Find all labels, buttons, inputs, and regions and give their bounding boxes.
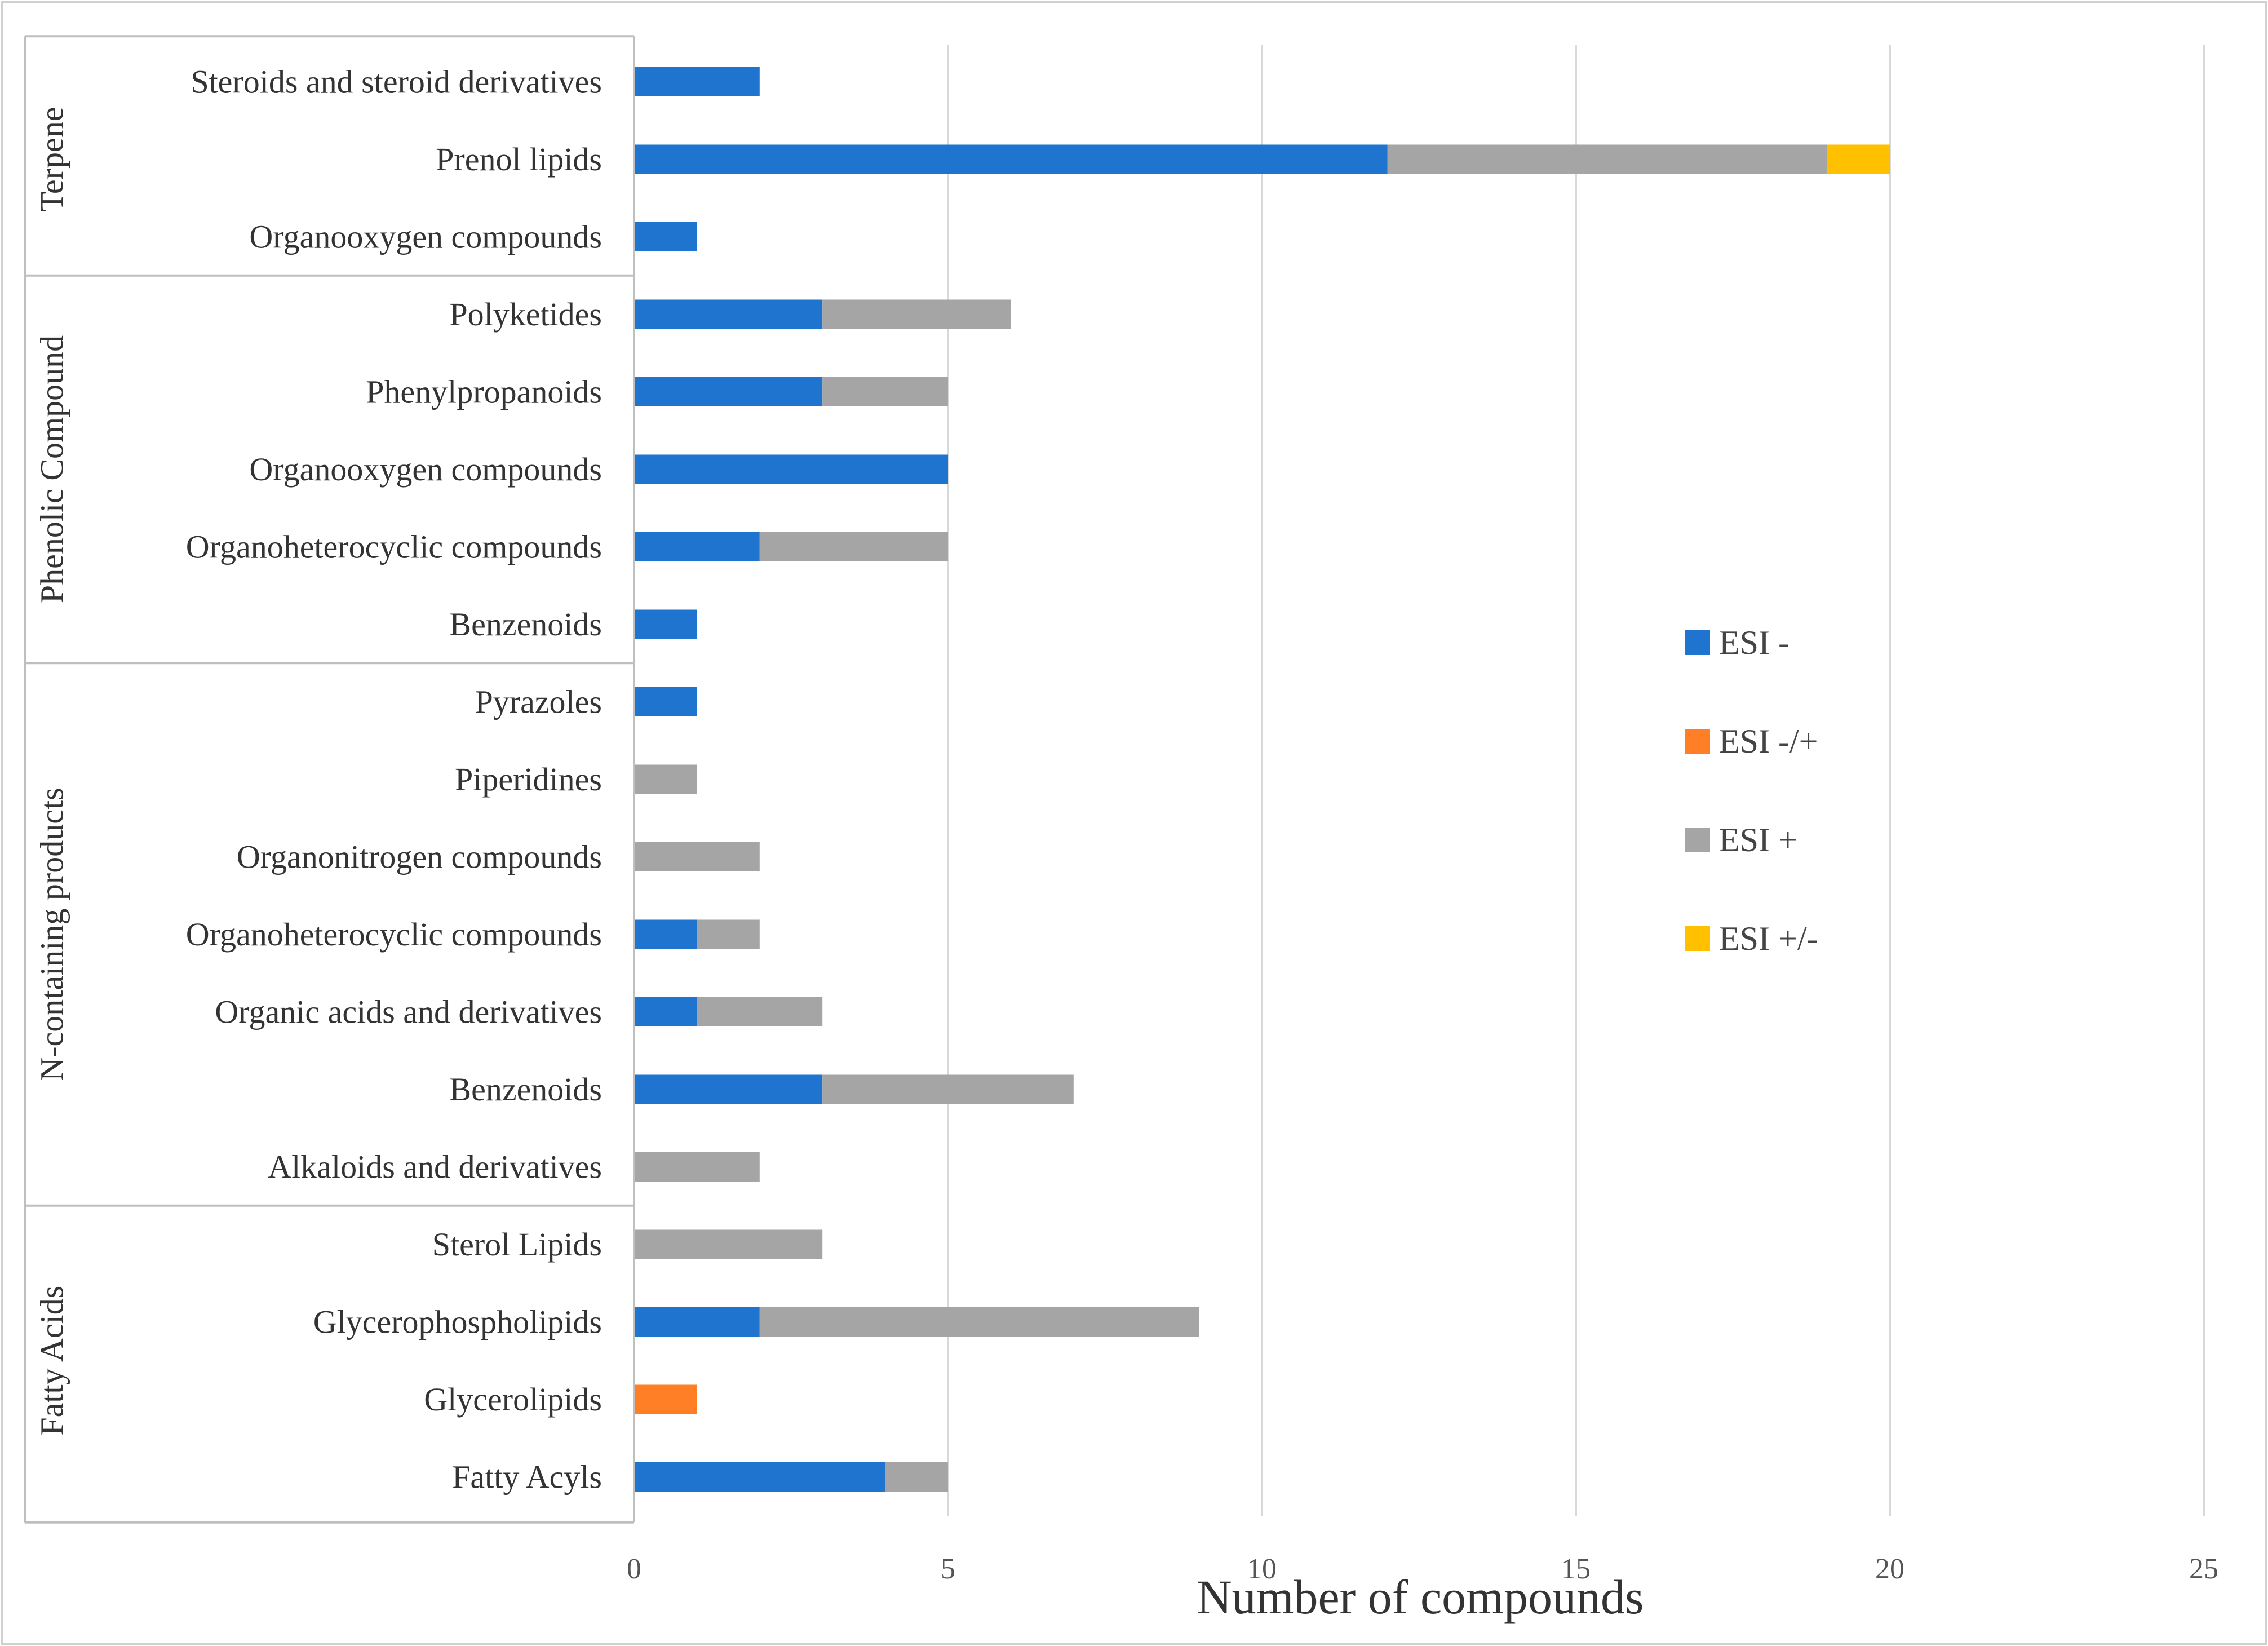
bar-segment [697,997,823,1026]
category-label: Piperidines [455,761,602,798]
legend-label: ESI -/+ [1719,723,1818,760]
bar-segment [634,842,760,871]
legend-label: ESI + [1719,821,1797,859]
bar-segment [634,919,697,949]
legend-label: ESI - [1719,624,1789,661]
category-label: Steroids and steroid derivatives [191,64,602,100]
bar-segment [822,1074,1074,1104]
category-label: Fatty Acyls [452,1459,602,1495]
category-label: Organooxygen compounds [249,451,602,488]
bar-segment [634,1384,697,1414]
bar-segment [634,67,760,96]
category-label: Prenol lipids [436,141,602,178]
bar-segment [634,532,760,561]
legend-label: ESI +/- [1719,920,1818,957]
bar-segment [634,1307,760,1337]
bar-segment [634,1229,823,1259]
group-label: Fatty Acids [34,1286,70,1436]
bar-segment [634,144,1388,174]
group-label: Phenolic Compound [34,335,70,603]
bar-segment [634,609,697,639]
bar-segment [634,687,697,716]
bar-segment [634,997,697,1026]
bar-segment [759,1307,1199,1337]
bar-segment [634,222,697,251]
x-tick-label: 10 [1247,1553,1277,1585]
bar-segment [1827,144,1890,174]
category-label: Organoheterocyclic compounds [186,529,602,565]
bar-segment [634,1462,885,1492]
legend-swatch [1685,828,1710,852]
category-label: Benzenoids [449,1071,602,1108]
bar-segment [885,1462,948,1492]
legend-swatch [1685,926,1710,951]
bar-segment [634,1152,760,1182]
category-label: Sterol Lipids [432,1226,602,1263]
x-tick-label: 15 [1561,1553,1591,1585]
legend-swatch [1685,729,1710,754]
category-label: Organic acids and derivatives [215,994,602,1030]
bar-segment [634,454,948,484]
bar-segment [634,764,697,794]
category-label: Organonitrogen compounds [237,839,602,875]
x-tick-label: 0 [627,1553,641,1585]
category-label: Alkaloids and derivatives [268,1149,602,1185]
category-label: Polyketides [449,296,602,333]
x-tick-label: 25 [2189,1553,2218,1585]
category-label: Phenylpropanoids [366,374,602,410]
category-label: Glycerolipids [424,1381,602,1418]
bar-segment [634,377,823,406]
bar-segment [1387,144,1827,174]
bar-segment [634,1074,823,1104]
group-label: Terpene [34,107,70,212]
x-axis-title: Number of compounds [1197,1570,1644,1624]
category-label: Benzenoids [449,606,602,643]
category-label: Pyrazoles [475,684,603,720]
bar-segment [822,377,948,406]
group-label: N-containing products [34,787,70,1081]
category-label: Organoheterocyclic compounds [186,916,602,953]
bar-segment [822,299,1011,329]
bar-segment [759,532,948,561]
bar-segment [634,299,823,329]
x-tick-label: 5 [941,1553,955,1585]
category-label: Organooxygen compounds [249,219,602,255]
legend-swatch [1685,630,1710,655]
x-tick-label: 20 [1875,1553,1904,1585]
bar-segment [697,919,760,949]
category-label: Glycerophospholipids [313,1304,602,1340]
